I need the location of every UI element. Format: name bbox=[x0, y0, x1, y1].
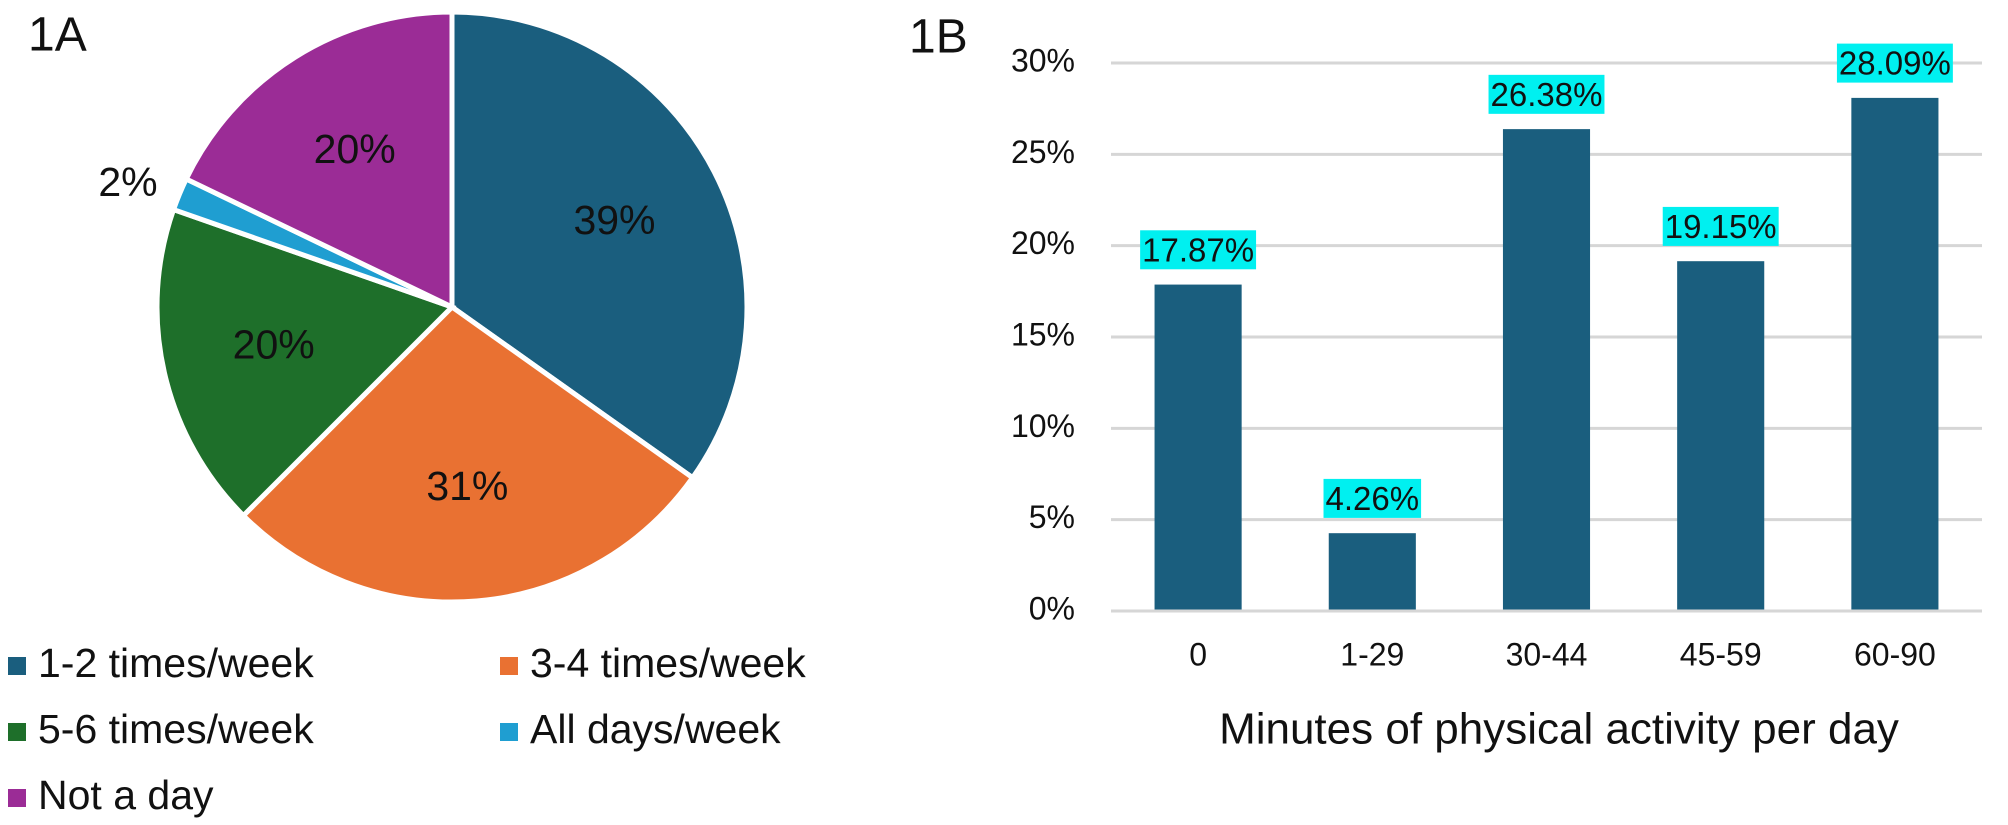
y-tick-label: 20% bbox=[1011, 225, 1075, 261]
slice-label: 39% bbox=[573, 197, 655, 243]
y-tick-label: 30% bbox=[1011, 42, 1075, 78]
bar bbox=[1154, 284, 1242, 611]
value-label-background bbox=[1140, 230, 1257, 270]
value-label-background bbox=[1662, 206, 1779, 246]
legend-swatch bbox=[8, 789, 26, 807]
x-tick-label: 45-59 bbox=[1680, 636, 1762, 672]
value-label: 28.09% bbox=[1839, 45, 1951, 82]
value-label: 17.87% bbox=[1142, 231, 1254, 268]
slice-label: 20% bbox=[233, 322, 315, 368]
y-tick-label: 5% bbox=[1029, 499, 1075, 535]
chart-title: 1B bbox=[909, 11, 968, 64]
value-label: 26.38% bbox=[1491, 76, 1603, 113]
x-tick-label: 0 bbox=[1189, 636, 1207, 672]
legend-swatch bbox=[8, 723, 26, 741]
y-tick-label: 0% bbox=[1029, 590, 1075, 626]
pie-slice bbox=[182, 9, 455, 311]
legend-swatch bbox=[500, 723, 518, 741]
legend-label: 3-4 times/week bbox=[530, 640, 806, 686]
x-tick-label: 30-44 bbox=[1506, 636, 1588, 672]
slice-label: 20% bbox=[314, 126, 396, 172]
value-label-background bbox=[1323, 478, 1422, 518]
y-tick-label: 25% bbox=[1011, 134, 1075, 170]
value-label: 19.15% bbox=[1665, 208, 1777, 245]
slice-label: 31% bbox=[426, 463, 508, 509]
chart-title: 1A bbox=[28, 9, 87, 62]
y-tick-label: 15% bbox=[1011, 316, 1075, 352]
pie-slice bbox=[239, 303, 697, 605]
value-label: 4.26% bbox=[1326, 480, 1420, 517]
value-label-background bbox=[1836, 43, 1953, 83]
legend-swatch bbox=[500, 657, 518, 675]
value-label-background bbox=[1488, 74, 1605, 114]
legend-label: All days/week bbox=[530, 706, 781, 752]
pie-slice bbox=[154, 206, 457, 520]
legend-swatch bbox=[8, 657, 26, 675]
x-tick-label: 60-90 bbox=[1854, 636, 1936, 672]
bar bbox=[1851, 97, 1939, 611]
y-tick-label: 10% bbox=[1011, 408, 1075, 444]
bar bbox=[1502, 129, 1591, 611]
slice-label: 2% bbox=[98, 159, 157, 205]
legend-label: Not a day bbox=[38, 772, 214, 818]
legend-label: 5-6 times/week bbox=[38, 706, 314, 752]
x-tick-label: 1-29 bbox=[1340, 636, 1404, 672]
pie-slice bbox=[449, 9, 750, 482]
bar bbox=[1677, 261, 1765, 611]
legend-label: 1-2 times/week bbox=[38, 640, 314, 686]
bar bbox=[1328, 533, 1416, 611]
x-axis-title: Minutes of physical activity per day bbox=[1219, 705, 1899, 754]
